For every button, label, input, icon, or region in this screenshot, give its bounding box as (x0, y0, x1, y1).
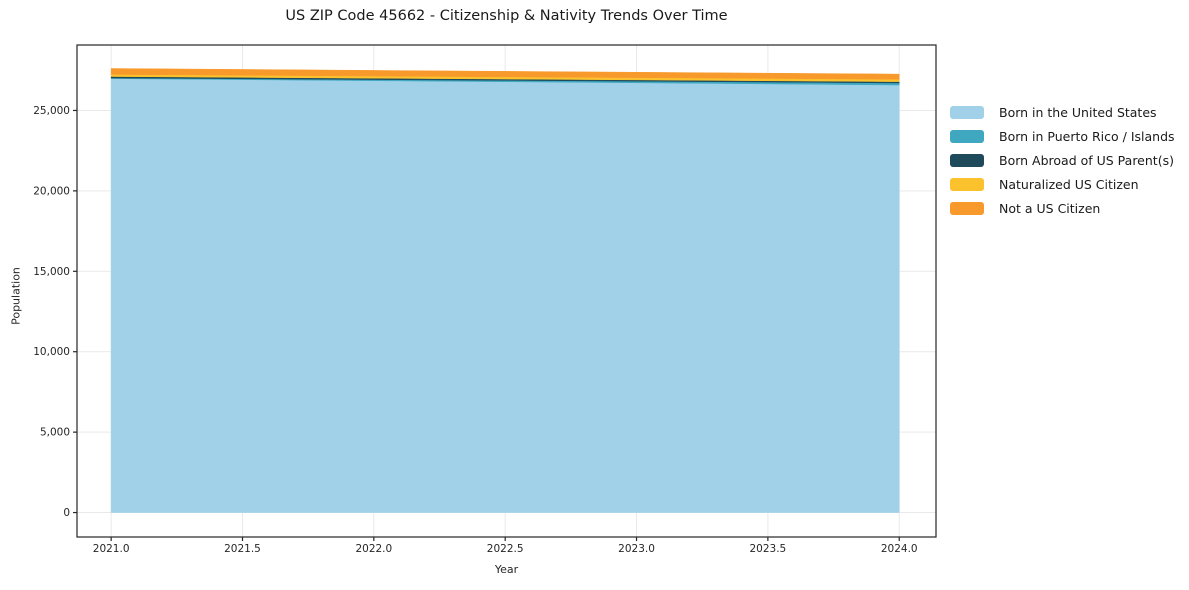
x-tick-label: 2022.5 (487, 543, 524, 555)
legend-label: Not a US Citizen (999, 200, 1101, 216)
area-series-4 (110, 68, 900, 80)
legend: Born in the United States Born in Puerto … (950, 101, 1175, 220)
y-tick-label: 5,000 (40, 427, 70, 439)
legend-item-3: Naturalized US Citizen (950, 172, 1175, 196)
legend-swatch-icon (950, 106, 984, 120)
y-tick-label: 20,000 (33, 185, 70, 197)
legend-swatch-icon (950, 177, 984, 191)
x-tick-label: 2024.0 (881, 543, 918, 555)
x-tick-label: 2021.0 (93, 543, 130, 555)
legend-label: Born in the United States (999, 105, 1157, 121)
legend-label: Naturalized US Citizen (999, 176, 1139, 192)
x-tick-label: 2021.5 (224, 543, 261, 555)
area-series-0 (110, 78, 900, 513)
plot-frame (76, 44, 937, 538)
legend-label: Born Abroad of US Parent(s) (999, 152, 1174, 168)
legend-item-0: Born in the United States (950, 101, 1175, 125)
chart-title: US ZIP Code 45662 - Citizenship & Nativi… (285, 8, 728, 24)
legend-swatch-icon (950, 130, 984, 144)
y-tick-label: 15,000 (33, 266, 70, 278)
legend-item-1: Born in Puerto Rico / Islands (950, 125, 1175, 149)
legend-item-4: Not a US Citizen (950, 196, 1175, 220)
legend-item-2: Born Abroad of US Parent(s) (950, 149, 1175, 173)
x-axis-label: Year (494, 563, 519, 576)
y-tick-label: 10,000 (33, 346, 70, 358)
x-tick-label: 2023.0 (618, 543, 655, 555)
legend-swatch-icon (950, 153, 984, 167)
x-tick-label: 2023.5 (750, 543, 787, 555)
x-tick-label: 2022.0 (355, 543, 392, 555)
legend-swatch-icon (950, 201, 984, 215)
y-axis-label: Population (9, 267, 23, 325)
y-tick-label: 0 (63, 507, 70, 519)
legend-label: Born in Puerto Rico / Islands (999, 129, 1175, 145)
y-tick-label: 25,000 (33, 105, 70, 117)
